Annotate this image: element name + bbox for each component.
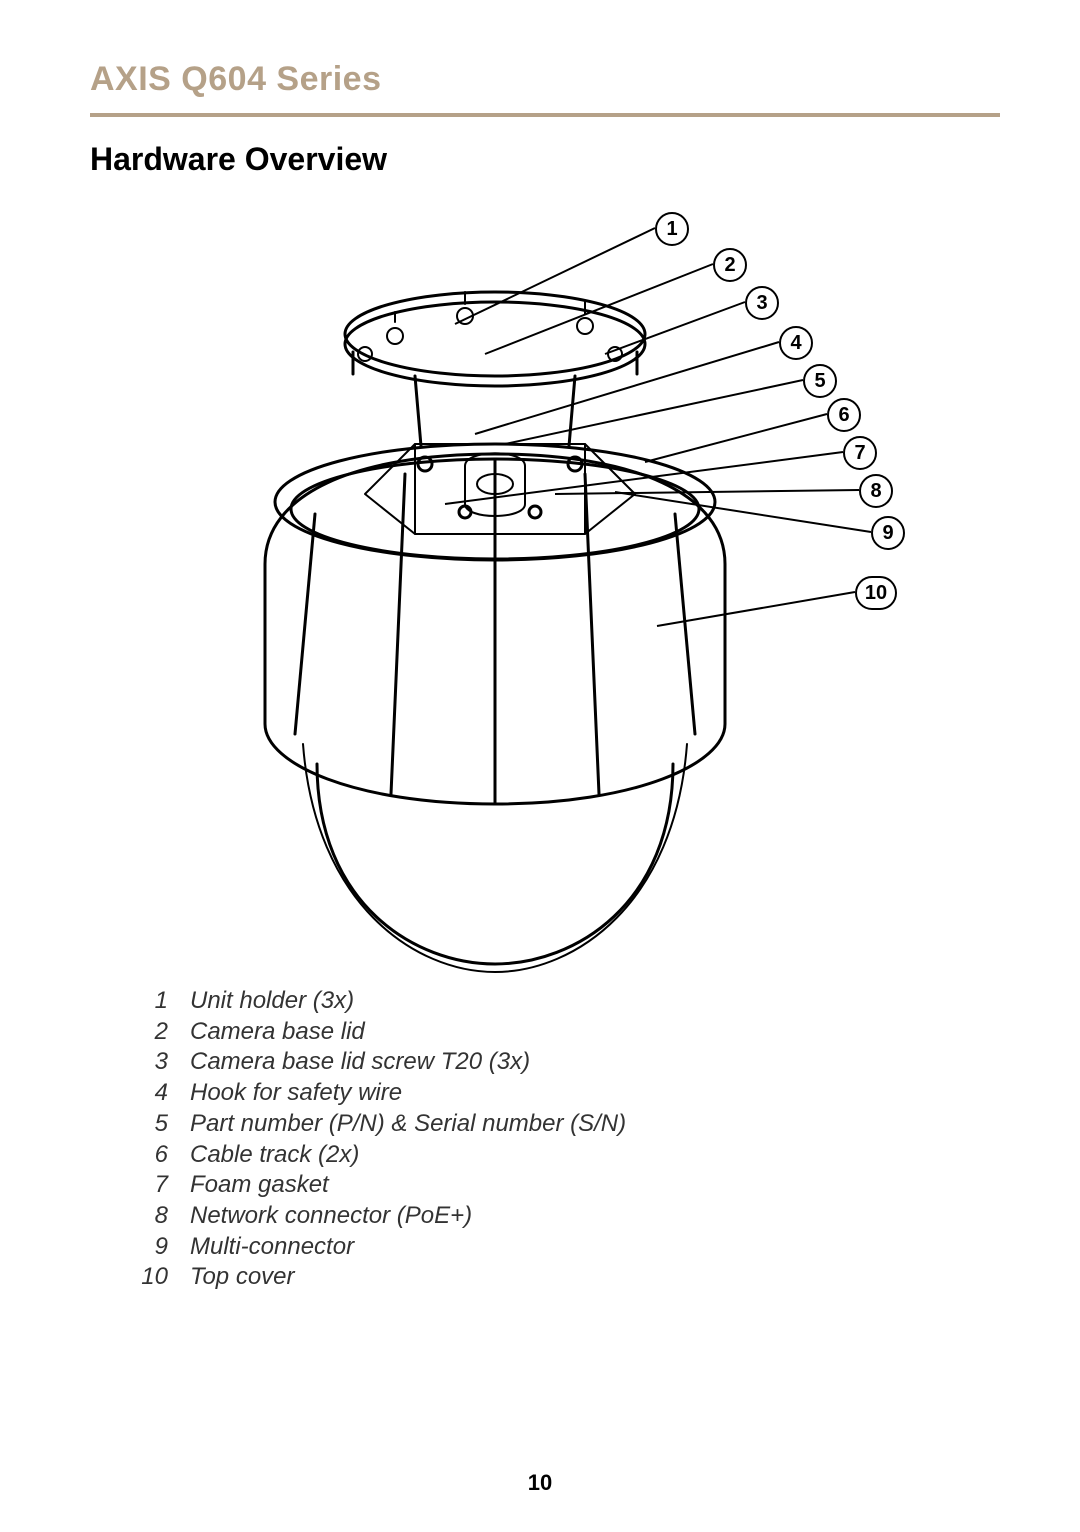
legend-num: 5	[140, 1109, 168, 1140]
callout-2: 2	[713, 248, 747, 282]
legend-text: Camera base lid	[190, 1017, 365, 1048]
legend-text: Unit holder (3x)	[190, 986, 354, 1017]
page-number: 10	[0, 1470, 1080, 1496]
legend-row: 5 Part number (P/N) & Serial number (S/N)	[140, 1109, 1000, 1140]
legend-num: 1	[140, 986, 168, 1017]
legend-num: 10	[140, 1262, 168, 1293]
legend-num: 7	[140, 1170, 168, 1201]
callout-5: 5	[803, 364, 837, 398]
camera-illustration	[165, 204, 925, 974]
series-title: AXIS Q604 Series	[90, 60, 1000, 99]
legend-row: 6 Cable track (2x)	[140, 1140, 1000, 1171]
section-title: Hardware Overview	[90, 141, 1000, 178]
legend-num: 3	[140, 1047, 168, 1078]
callout-8: 8	[859, 474, 893, 508]
legend-text: Multi-connector	[190, 1232, 354, 1263]
callout-1: 1	[655, 212, 689, 246]
legend-text: Camera base lid screw T20 (3x)	[190, 1047, 530, 1078]
legend-list: 1 Unit holder (3x) 2 Camera base lid 3 Camera…	[140, 986, 1000, 1293]
callout-10: 10	[855, 576, 897, 610]
legend-num: 2	[140, 1017, 168, 1048]
header-rule	[90, 113, 1000, 117]
legend-text: Foam gasket	[190, 1170, 329, 1201]
legend-num: 8	[140, 1201, 168, 1232]
callout-6: 6	[827, 398, 861, 432]
legend-row: 9 Multi-connector	[140, 1232, 1000, 1263]
legend-text: Cable track (2x)	[190, 1140, 359, 1171]
legend-num: 4	[140, 1078, 168, 1109]
legend-text: Top cover	[190, 1262, 295, 1293]
legend-row: 10 Top cover	[140, 1262, 1000, 1293]
legend-text: Part number (P/N) & Serial number (S/N)	[190, 1109, 626, 1140]
hardware-diagram: 12345678910	[165, 204, 925, 974]
legend-text: Network connector (PoE+)	[190, 1201, 472, 1232]
callout-9: 9	[871, 516, 905, 550]
legend-row: 4 Hook for safety wire	[140, 1078, 1000, 1109]
callout-4: 4	[779, 326, 813, 360]
callout-7: 7	[843, 436, 877, 470]
legend-row: 8 Network connector (PoE+)	[140, 1201, 1000, 1232]
legend-num: 6	[140, 1140, 168, 1171]
callout-3: 3	[745, 286, 779, 320]
legend-row: 2 Camera base lid	[140, 1017, 1000, 1048]
legend-row: 7 Foam gasket	[140, 1170, 1000, 1201]
legend-row: 1 Unit holder (3x)	[140, 986, 1000, 1017]
legend-num: 9	[140, 1232, 168, 1263]
legend-text: Hook for safety wire	[190, 1078, 402, 1109]
legend-row: 3 Camera base lid screw T20 (3x)	[140, 1047, 1000, 1078]
